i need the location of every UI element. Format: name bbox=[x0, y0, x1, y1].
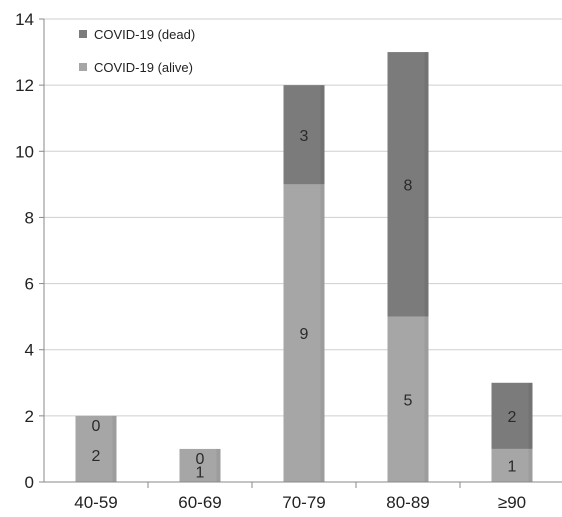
y-tick-label: 0 bbox=[25, 473, 34, 492]
legend: COVID-19 (dead) COVID-19 (alive) bbox=[79, 27, 195, 75]
legend-swatch-alive bbox=[79, 63, 87, 71]
y-tick-label: 10 bbox=[15, 142, 34, 161]
bar-segment-dead bbox=[283, 85, 325, 185]
y-tick-label: 6 bbox=[25, 275, 34, 294]
bar-segment-dead bbox=[491, 382, 533, 449]
bar-segment-dead bbox=[387, 52, 429, 317]
data-label-dead: 0 bbox=[196, 451, 205, 468]
x-tick-label: 40-59 bbox=[74, 493, 117, 512]
y-tick-label: 4 bbox=[25, 341, 34, 360]
bar-shade bbox=[528, 448, 533, 482]
data-label-alive: 5 bbox=[404, 392, 413, 409]
data-label-dead: 3 bbox=[300, 128, 309, 145]
data-label-dead: 0 bbox=[92, 418, 101, 435]
data-label-alive: 1 bbox=[508, 458, 517, 475]
bar-shade bbox=[112, 415, 117, 482]
data-label-alive: 2 bbox=[92, 448, 101, 465]
bar-segment-alive bbox=[75, 415, 117, 482]
bar-shade bbox=[320, 184, 325, 482]
y-tick-label: 12 bbox=[15, 76, 34, 95]
bar-segment-alive bbox=[387, 316, 429, 482]
legend-label-dead: COVID-19 (dead) bbox=[94, 27, 195, 42]
bar-segment-alive bbox=[491, 448, 533, 482]
bar-shade bbox=[424, 52, 429, 317]
bar-shade bbox=[528, 382, 533, 449]
x-tick-label: ≥90 bbox=[498, 493, 526, 512]
bar-shade bbox=[320, 85, 325, 185]
y-tick-label: 2 bbox=[25, 407, 34, 426]
bar-segment-alive bbox=[283, 184, 325, 482]
legend-swatch-dead bbox=[79, 30, 87, 38]
bar-shade bbox=[424, 316, 429, 482]
data-label-alive: 9 bbox=[300, 326, 309, 343]
y-tick-label: 14 bbox=[15, 10, 34, 29]
data-label-dead: 2 bbox=[508, 409, 517, 426]
y-tick-label: 8 bbox=[25, 208, 34, 227]
bar-layer bbox=[75, 52, 533, 482]
data-label-alive: 1 bbox=[196, 464, 205, 481]
data-label-dead: 8 bbox=[404, 177, 413, 194]
bar-segment-alive bbox=[179, 448, 221, 482]
x-tick-label: 80-89 bbox=[386, 493, 429, 512]
x-tick-label: 60-69 bbox=[178, 493, 221, 512]
legend-label-alive: COVID-19 (alive) bbox=[94, 60, 193, 75]
bar-shade bbox=[216, 448, 221, 482]
x-tick-label: 70-79 bbox=[282, 493, 325, 512]
